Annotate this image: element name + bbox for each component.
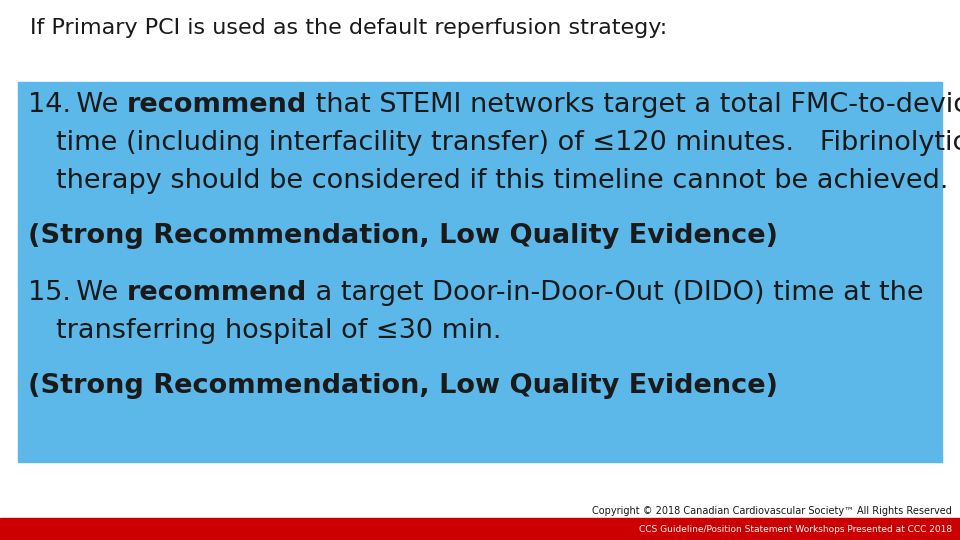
Text: transferring hospital of ≤30 min.: transferring hospital of ≤30 min. bbox=[56, 318, 501, 344]
Text: 15. We: 15. We bbox=[28, 280, 127, 306]
Text: therapy should be considered if this timeline cannot be achieved.: therapy should be considered if this tim… bbox=[56, 168, 948, 194]
Text: 14. We: 14. We bbox=[28, 92, 127, 118]
Text: a target Door-in-Door-Out (DIDO) time at the: a target Door-in-Door-Out (DIDO) time at… bbox=[307, 280, 924, 306]
Text: recommend: recommend bbox=[127, 92, 307, 118]
Text: time (including interfacility transfer) of ≤120 minutes.   Fibrinolytic: time (including interfacility transfer) … bbox=[56, 130, 960, 156]
FancyBboxPatch shape bbox=[18, 82, 942, 462]
Text: Copyright © 2018 Canadian Cardiovascular Society™ All Rights Reserved: Copyright © 2018 Canadian Cardiovascular… bbox=[592, 506, 952, 516]
FancyBboxPatch shape bbox=[0, 518, 960, 540]
Text: If Primary PCI is used as the default reperfusion strategy:: If Primary PCI is used as the default re… bbox=[30, 18, 667, 38]
Text: CCS Guideline/Position Statement Workshops Presented at CCC 2018: CCS Guideline/Position Statement Worksho… bbox=[638, 524, 952, 534]
Text: that STEMI networks target a total FMC-to-device: that STEMI networks target a total FMC-t… bbox=[307, 92, 960, 118]
Text: (Strong Recommendation, Low Quality Evidence): (Strong Recommendation, Low Quality Evid… bbox=[28, 373, 778, 399]
Text: (Strong Recommendation, Low Quality Evidence): (Strong Recommendation, Low Quality Evid… bbox=[28, 223, 778, 249]
Text: recommend: recommend bbox=[127, 280, 307, 306]
